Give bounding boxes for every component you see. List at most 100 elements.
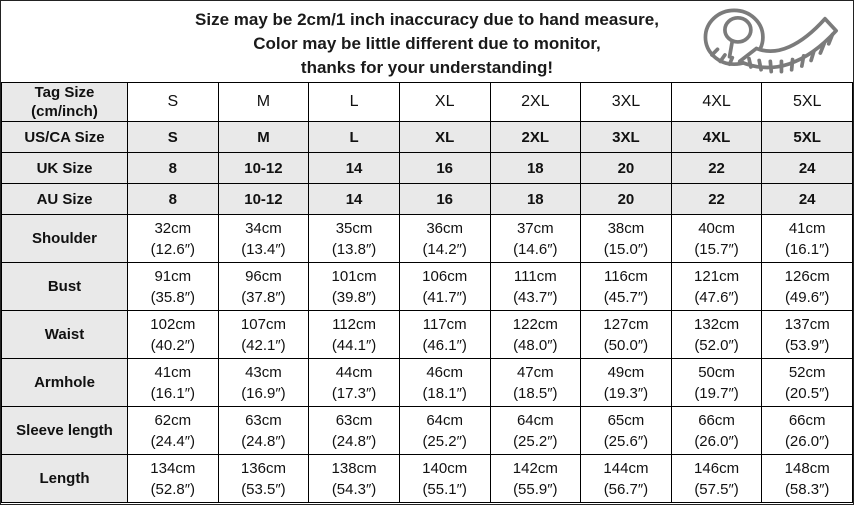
size-cell: S bbox=[127, 82, 219, 122]
row-label: Bust bbox=[1, 262, 128, 311]
row-label: Armhole bbox=[1, 358, 128, 407]
measure-cell: 41cm (16.1″) bbox=[127, 358, 219, 407]
measure-cell: 144cm (56.7″) bbox=[580, 454, 672, 503]
size-cell: 18 bbox=[489, 183, 582, 215]
row-label: Tag Size (cm/inch) bbox=[1, 82, 128, 122]
measure-cell: 112cm (44.1″) bbox=[308, 310, 400, 359]
measure-cell: 106cm (41.7″) bbox=[398, 262, 491, 311]
table-row: Waist 102cm (40.2″) 107cm (42.1″) 112cm (44.1″… bbox=[1, 310, 853, 359]
size-cell: 14 bbox=[308, 183, 400, 215]
measure-cell: 64cm (25.2″) bbox=[398, 406, 491, 455]
measure-cell: 36cm (14.2″) bbox=[398, 214, 491, 263]
table-row: Armhole 41cm (16.1″) 43cm (16.9″) 44cm (17.3″)… bbox=[1, 358, 853, 407]
measure-note: Size may be 2cm/1 inch inaccuracy due to… bbox=[1, 1, 853, 82]
size-cell: 2XL bbox=[489, 82, 582, 122]
measure-cell: 44cm (17.3″) bbox=[308, 358, 400, 407]
measure-cell: 41cm (16.1″) bbox=[761, 214, 853, 263]
measure-cell: 91cm (35.8″) bbox=[127, 262, 219, 311]
table-row: Sleeve length 62cm (24.4″) 63cm (24.8″) 63cm(… bbox=[1, 406, 853, 455]
measure-cell: 126cm (49.6″) bbox=[761, 262, 853, 311]
size-cell: 8 bbox=[127, 152, 219, 184]
measure-cell: 66cm (26.0″) bbox=[670, 406, 763, 455]
measure-cell: 50cm (19.7″) bbox=[670, 358, 763, 407]
measure-cell: 148cm (58.3″) bbox=[761, 454, 853, 503]
size-cell: L bbox=[308, 121, 400, 153]
measure-cell: 35cm (13.8″) bbox=[308, 214, 400, 263]
measure-cell: 117cm (46.1″) bbox=[398, 310, 491, 359]
row-label: UK Size bbox=[1, 152, 128, 184]
measure-cell: 140cm (55.1″) bbox=[398, 454, 491, 503]
size-cell: 20 bbox=[580, 152, 672, 184]
size-cell: 14 bbox=[308, 152, 400, 184]
size-cell: 22 bbox=[670, 183, 763, 215]
size-cell: 3XL bbox=[580, 121, 672, 153]
size-cell: 10-12 bbox=[217, 152, 310, 184]
size-cell: XL bbox=[398, 121, 491, 153]
measure-cell: 138cm (54.3″) bbox=[308, 454, 400, 503]
measure-cell: 116cm (45.7″) bbox=[580, 262, 672, 311]
measure-cell: 122cm (48.0″) bbox=[489, 310, 582, 359]
measure-cell: 46cm (18.1″) bbox=[398, 358, 491, 407]
row-label: US/CA Size bbox=[1, 121, 128, 153]
note-line-3: thanks for your understanding! bbox=[300, 58, 554, 77]
size-cell: XL bbox=[398, 82, 491, 122]
size-cell: 16 bbox=[398, 152, 491, 184]
measure-cell: 62cm (24.4″) bbox=[127, 406, 219, 455]
row-label: AU Size bbox=[1, 183, 128, 215]
size-cell: 5XL bbox=[761, 82, 853, 122]
size-chart-body: Tag Size (cm/inch) S M L XL 2XL 3XL 4XL 5XL US/CA … bbox=[1, 82, 853, 503]
size-cell: 10-12 bbox=[217, 183, 310, 215]
measure-cell: 49cm (19.3″) bbox=[580, 358, 672, 407]
measure-cell: 40cm (15.7″) bbox=[670, 214, 763, 263]
size-cell: 22 bbox=[670, 152, 763, 184]
size-cell: 3XL bbox=[580, 82, 672, 122]
measure-cell: 142cm (55.9″) bbox=[489, 454, 582, 503]
measure-cell: 38cm (15.0″) bbox=[580, 214, 672, 263]
measure-cell: 132cm (52.0″) bbox=[670, 310, 763, 359]
table-row: UK Size 8 10-12 14 16 18 20 22 24 bbox=[1, 152, 853, 184]
measure-cell: 134cm (52.8″) bbox=[127, 454, 219, 503]
size-chart-table: Tag Size (cm/inch) S M L XL 2XL 3XL 4XL 5XL US/CA … bbox=[1, 82, 853, 503]
measure-cell: 66cm (26.0″) bbox=[761, 406, 853, 455]
measure-cell: 146cm (57.5″) bbox=[670, 454, 763, 503]
row-label: Length bbox=[1, 454, 128, 503]
row-label: Shoulder bbox=[1, 214, 128, 263]
measure-cell: 52cm (20.5″) bbox=[761, 358, 853, 407]
measure-cell: 137cm (53.9″) bbox=[761, 310, 853, 359]
note-line-1: Size may be 2cm/1 inch inaccuracy due to… bbox=[195, 10, 659, 29]
size-cell: 16 bbox=[398, 183, 491, 215]
measure-cell: 47cm (18.5″) bbox=[489, 358, 582, 407]
measure-cell: 101cm (39.8″) bbox=[308, 262, 400, 311]
size-cell: 4XL bbox=[670, 82, 763, 122]
row-label: Waist bbox=[1, 310, 128, 359]
measure-cell: 65cm (25.6″) bbox=[580, 406, 672, 455]
measure-cell: 96cm (37.8″) bbox=[217, 262, 310, 311]
note-line-2: Color may be little different due to mon… bbox=[253, 34, 601, 53]
measure-cell: 111cm (43.7″) bbox=[489, 262, 582, 311]
size-cell: M bbox=[217, 121, 310, 153]
size-cell: 8 bbox=[127, 183, 219, 215]
table-row: Shoulder 32cm (12.6″) 34cm (13.4″) 35cm (13.8″… bbox=[1, 214, 853, 263]
table-row: US/CA Size S M L XL 2XL 3XL 4XL 5XL bbox=[1, 121, 853, 153]
size-cell: 24 bbox=[761, 152, 853, 184]
measure-cell: 102cm (40.2″) bbox=[127, 310, 219, 359]
measure-cell: 63cm (24.8″) bbox=[217, 406, 310, 455]
measure-cell: 107cm (42.1″) bbox=[217, 310, 310, 359]
row-label: Sleeve length bbox=[1, 406, 128, 455]
measure-cell: 136cm (53.5″) bbox=[217, 454, 310, 503]
measure-cell: 127cm (50.0″) bbox=[580, 310, 672, 359]
size-cell: 4XL bbox=[670, 121, 763, 153]
size-cell: 18 bbox=[489, 152, 582, 184]
tape-measure-icon bbox=[703, 8, 838, 74]
size-cell: 20 bbox=[580, 183, 672, 215]
size-cell: 5XL bbox=[761, 121, 853, 153]
table-row: Length 134cm (52.8″) 136cm (53.5″) 138cm (54.3… bbox=[1, 454, 853, 503]
size-cell: 2XL bbox=[489, 121, 582, 153]
measure-cell: 64cm (25.2″) bbox=[489, 406, 582, 455]
measure-cell: 32cm (12.6″) bbox=[127, 214, 219, 263]
size-cell: M bbox=[217, 82, 310, 122]
table-row: AU Size 8 10-12 14 16 18 20 22 24 bbox=[1, 183, 853, 215]
table-row: Bust 91cm (35.8″) 96cm (37.8″) 101cm (39.8″) 10… bbox=[1, 262, 853, 311]
measure-cell: 37cm (14.6″) bbox=[489, 214, 582, 263]
